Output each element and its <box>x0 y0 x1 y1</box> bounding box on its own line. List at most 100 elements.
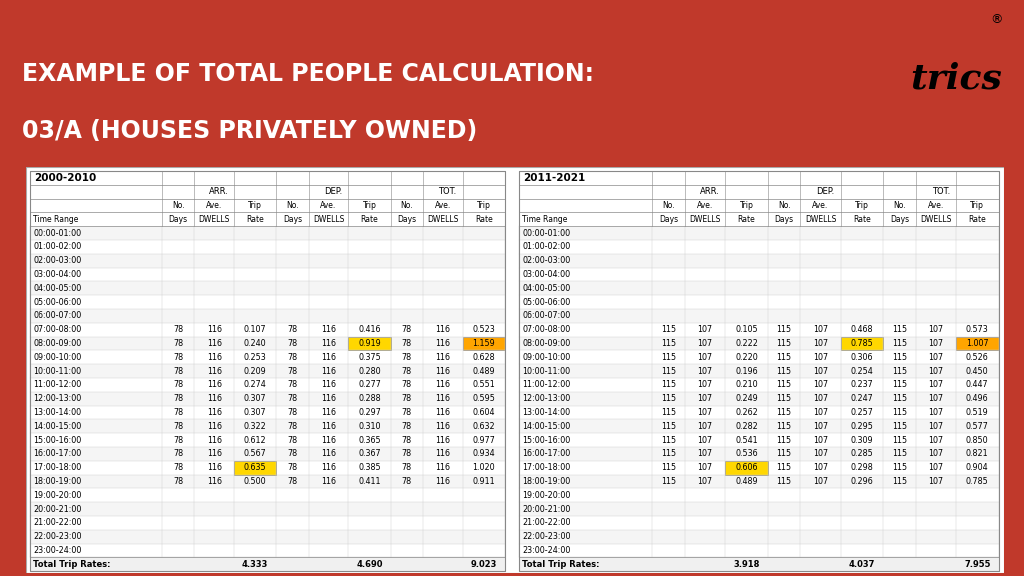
Text: 06:00-07:00: 06:00-07:00 <box>34 312 82 320</box>
Text: 116: 116 <box>321 325 336 334</box>
Text: 18:00-19:00: 18:00-19:00 <box>34 477 82 486</box>
Text: 115: 115 <box>776 408 792 417</box>
Text: 107: 107 <box>697 422 713 431</box>
Text: 18:00-19:00: 18:00-19:00 <box>522 477 570 486</box>
Text: 78: 78 <box>401 366 412 376</box>
Text: 00:00-01:00: 00:00-01:00 <box>34 229 82 238</box>
Text: 16:00-17:00: 16:00-17:00 <box>522 449 570 458</box>
Bar <box>519 406 998 419</box>
Text: 0.489: 0.489 <box>735 477 758 486</box>
Text: DWELLS: DWELLS <box>199 215 230 224</box>
Bar <box>31 171 505 571</box>
Text: 78: 78 <box>173 380 183 389</box>
Text: 107: 107 <box>697 394 713 403</box>
Text: 12:00-13:00: 12:00-13:00 <box>34 394 82 403</box>
Bar <box>519 530 998 544</box>
Text: 116: 116 <box>321 353 336 362</box>
Text: 116: 116 <box>435 408 451 417</box>
Text: 0.262: 0.262 <box>735 408 758 417</box>
Text: 78: 78 <box>401 325 412 334</box>
Bar <box>31 502 505 516</box>
Text: 107: 107 <box>929 408 943 417</box>
Text: 01:00-02:00: 01:00-02:00 <box>34 242 82 252</box>
Text: 78: 78 <box>288 449 298 458</box>
Text: 1.007: 1.007 <box>966 339 988 348</box>
Text: 0.934: 0.934 <box>472 449 495 458</box>
Text: 115: 115 <box>776 435 792 445</box>
Text: 115: 115 <box>662 435 676 445</box>
Text: 0.447: 0.447 <box>966 380 988 389</box>
Bar <box>519 392 998 406</box>
Text: 19:00-20:00: 19:00-20:00 <box>522 491 570 500</box>
Text: 115: 115 <box>662 477 676 486</box>
Text: 78: 78 <box>288 366 298 376</box>
Text: Days: Days <box>890 215 909 224</box>
Text: 107: 107 <box>697 353 713 362</box>
Text: 07:00-08:00: 07:00-08:00 <box>522 325 570 334</box>
Text: 115: 115 <box>776 449 792 458</box>
Text: 115: 115 <box>662 339 676 348</box>
Text: 116: 116 <box>435 366 451 376</box>
Text: 0.632: 0.632 <box>472 422 495 431</box>
Text: 08:00-09:00: 08:00-09:00 <box>34 339 82 348</box>
Text: 116: 116 <box>321 394 336 403</box>
Text: 115: 115 <box>776 394 792 403</box>
Bar <box>31 406 505 419</box>
Text: 0.375: 0.375 <box>358 353 381 362</box>
Text: DEP.: DEP. <box>816 187 835 196</box>
Text: 0.821: 0.821 <box>966 449 988 458</box>
Text: No.: No. <box>286 201 299 210</box>
Text: ARR.: ARR. <box>209 187 229 196</box>
Bar <box>31 309 505 323</box>
Text: 115: 115 <box>892 477 907 486</box>
Text: DWELLS: DWELLS <box>689 215 721 224</box>
Bar <box>31 282 505 295</box>
Text: 116: 116 <box>435 394 451 403</box>
Text: 78: 78 <box>401 422 412 431</box>
Text: 0.500: 0.500 <box>244 477 266 486</box>
Text: 0.850: 0.850 <box>966 435 988 445</box>
Text: 0.567: 0.567 <box>244 449 266 458</box>
Bar <box>348 336 390 350</box>
Text: 15:00-16:00: 15:00-16:00 <box>522 435 570 445</box>
Text: 115: 115 <box>892 449 907 458</box>
Text: 21:00-22:00: 21:00-22:00 <box>34 518 82 527</box>
Text: 78: 78 <box>173 463 183 472</box>
Text: 0.526: 0.526 <box>966 353 989 362</box>
Text: EXAMPLE OF TOTAL PEOPLE CALCULATION:: EXAMPLE OF TOTAL PEOPLE CALCULATION: <box>23 62 594 86</box>
Text: 107: 107 <box>813 477 828 486</box>
Text: 107: 107 <box>929 380 943 389</box>
Text: 7.955: 7.955 <box>964 560 990 569</box>
Text: 0.496: 0.496 <box>966 394 988 403</box>
Text: 22:00-23:00: 22:00-23:00 <box>522 532 571 541</box>
Text: 107: 107 <box>813 325 828 334</box>
Text: 115: 115 <box>776 339 792 348</box>
Text: DWELLS: DWELLS <box>312 215 344 224</box>
Text: 0.385: 0.385 <box>358 463 381 472</box>
Text: 107: 107 <box>697 408 713 417</box>
Bar <box>519 461 998 475</box>
Text: 107: 107 <box>929 353 943 362</box>
Text: Rate: Rate <box>853 215 870 224</box>
Text: 116: 116 <box>435 353 451 362</box>
Text: 107: 107 <box>813 366 828 376</box>
Text: 9.023: 9.023 <box>470 560 497 569</box>
Text: 17:00-18:00: 17:00-18:00 <box>522 463 570 472</box>
Text: 0.309: 0.309 <box>851 435 873 445</box>
Text: 78: 78 <box>401 477 412 486</box>
Text: 15:00-16:00: 15:00-16:00 <box>34 435 82 445</box>
Text: Days: Days <box>397 215 417 224</box>
Text: 78: 78 <box>401 394 412 403</box>
Text: Time Range: Time Range <box>34 215 79 224</box>
Text: 115: 115 <box>662 449 676 458</box>
Text: 78: 78 <box>288 408 298 417</box>
Text: 02:00-03:00: 02:00-03:00 <box>34 256 82 266</box>
Bar <box>519 282 998 295</box>
Text: 107: 107 <box>697 449 713 458</box>
Text: 107: 107 <box>813 353 828 362</box>
Bar <box>519 516 998 530</box>
Text: 0.911: 0.911 <box>472 477 495 486</box>
Text: 115: 115 <box>662 422 676 431</box>
Bar <box>519 364 998 378</box>
Bar <box>519 336 998 350</box>
